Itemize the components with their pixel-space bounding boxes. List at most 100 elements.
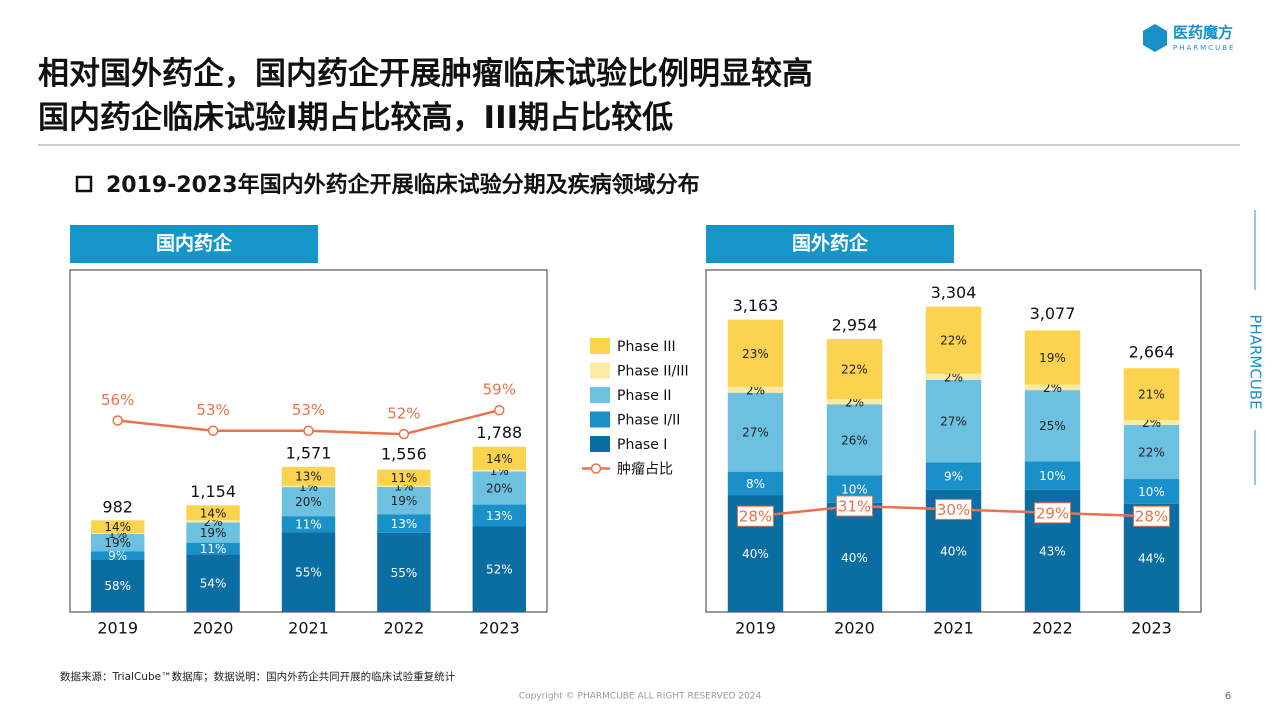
logo-name: 医药魔方 [1173, 24, 1233, 42]
segment-label: 40% [742, 547, 769, 561]
legend-label: Phase III [617, 339, 676, 355]
bar-segment [826, 399, 883, 405]
segment-label: 27% [940, 415, 967, 429]
segment-label: 11% [200, 542, 227, 556]
legend-swatch [590, 338, 610, 354]
line-point [207, 425, 219, 436]
bar-segment [90, 520, 145, 534]
segment-label: 55% [295, 566, 322, 580]
bar-segment [1123, 368, 1180, 420]
line-label: 53% [196, 401, 229, 419]
logo: 医药魔方 PHARMCUBE [1143, 24, 1235, 52]
bullet [75, 175, 93, 193]
segment-label: 2% [944, 370, 963, 384]
line-label: 30% [937, 501, 970, 519]
source-note: 数据来源：TrialCube™数据库；数据说明：国内外药企共同开展的临床试验重复… [60, 670, 456, 683]
segment-label: 21% [1138, 388, 1165, 402]
bar-segment [377, 514, 431, 533]
line-label-box [935, 498, 972, 520]
segment-label: 11% [295, 518, 322, 532]
bar-segment [472, 446, 527, 470]
segment-label: 9% [944, 470, 963, 484]
legend-swatch [590, 411, 610, 428]
segment-label: 54% [200, 577, 227, 591]
segment-label: 13% [391, 517, 418, 531]
bar-segment [90, 533, 145, 534]
bar-segment [472, 469, 527, 472]
line-label: 31% [838, 497, 871, 515]
line-point [112, 415, 123, 426]
segment-label: 20% [295, 495, 322, 509]
page-number: 6 [1225, 691, 1231, 702]
bar-segment [826, 404, 883, 476]
x-tick-label: 2020 [834, 619, 875, 638]
bar-segment [925, 306, 982, 374]
segment-label: 14% [200, 506, 227, 520]
total-label: 1,788 [476, 423, 522, 442]
bar-segment [925, 379, 982, 463]
segment-label: 40% [940, 544, 967, 558]
panel-title: 国外药企 [792, 232, 869, 255]
x-tick-label: 2021 [933, 619, 974, 638]
line-label: 59% [483, 381, 516, 399]
bar-segment [186, 554, 240, 612]
bar-segment [826, 338, 883, 400]
line-label: 52% [387, 405, 420, 423]
panel-tab [706, 225, 954, 263]
bar-segment [727, 319, 784, 387]
segment-label: 26% [841, 433, 868, 447]
x-tick-label: 2019 [97, 619, 138, 638]
bar-segment [377, 469, 431, 486]
bar-segment [377, 532, 431, 612]
bar-segment [727, 386, 784, 393]
title-line: 国内药企临床试验I期占比较高，III期占比较低 [38, 100, 674, 136]
bar-segment [281, 466, 336, 486]
bar-segment [186, 505, 240, 521]
total-label: 1,571 [286, 443, 332, 462]
bar-segment [472, 526, 527, 612]
segment-label: 58% [104, 579, 131, 593]
x-tick-label: 2023 [1131, 619, 1172, 638]
line-label-box [1133, 505, 1170, 527]
segment-label: 8% [746, 477, 765, 491]
bar-segment [826, 502, 883, 612]
bar-segment [281, 485, 336, 488]
total-label: 2,954 [832, 315, 878, 334]
bar-segment [1123, 479, 1180, 504]
x-tick-label: 2020 [193, 619, 234, 638]
logo-sub: PHARMCUBE [1173, 44, 1235, 52]
segment-label: 22% [1138, 445, 1165, 459]
line-point [398, 428, 410, 440]
legend-swatch [590, 387, 610, 403]
bar-segment [377, 486, 431, 515]
bar-segment [90, 551, 145, 560]
bar-segment [1024, 384, 1081, 391]
panel-title: 国内药企 [156, 232, 233, 255]
legend-label: 肿瘤占比 [617, 461, 673, 478]
bar-segment [1123, 419, 1180, 425]
line-label-box [836, 495, 873, 517]
segment-label: 11% [391, 471, 418, 485]
x-tick-label: 2022 [384, 619, 425, 638]
line-label-box [737, 505, 774, 527]
segment-label: 19% [200, 526, 227, 540]
bar-segment [186, 520, 240, 523]
subtitle: 2019-2023年国内外药企开展临床试验分期及疾病领域分布 [106, 172, 700, 198]
segment-label: 43% [1039, 544, 1066, 558]
legend-marker [590, 463, 602, 474]
bar-segment [925, 373, 982, 380]
segment-label: 10% [1138, 485, 1165, 499]
total-label: 3,304 [931, 283, 977, 302]
segment-label: 55% [391, 566, 418, 580]
segment-label: 19% [104, 536, 131, 550]
legend-label: Phase II [617, 388, 672, 404]
bar-segment [377, 485, 431, 487]
total-label: 2,664 [1129, 342, 1175, 361]
line-label-box [1034, 502, 1071, 524]
bar-segment [186, 522, 240, 543]
segment-label: 13% [486, 509, 513, 523]
segment-label: 10% [1039, 469, 1066, 483]
line-label: 56% [101, 391, 134, 409]
